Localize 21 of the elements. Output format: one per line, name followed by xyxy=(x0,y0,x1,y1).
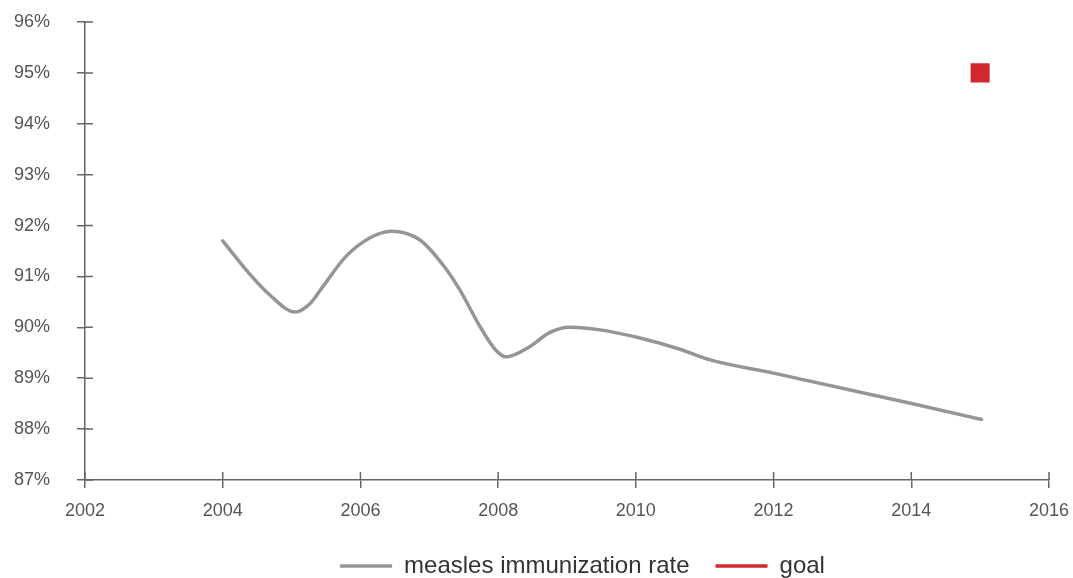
y-tick-label: 92% xyxy=(13,214,50,235)
x-tick-label: 2012 xyxy=(753,499,794,520)
y-tick-label: 87% xyxy=(13,468,50,489)
line-series xyxy=(220,229,984,422)
x-tick-label: 2010 xyxy=(615,499,656,520)
x-tick-label: 2016 xyxy=(1028,499,1070,520)
legend-label: measles immunization rate xyxy=(404,550,690,578)
x-tick-label: 2014 xyxy=(891,499,932,520)
x-tick-label: 2004 xyxy=(202,499,243,520)
y-tick-label: 91% xyxy=(13,265,50,286)
y-tick-label: 95% xyxy=(13,61,50,82)
legend-label: goal xyxy=(779,550,825,578)
y-tick-label: 93% xyxy=(13,163,50,184)
x-tick-label: 2008 xyxy=(478,499,519,520)
y-tick-label: 90% xyxy=(13,316,50,337)
x-tick-label: 2006 xyxy=(340,499,381,520)
y-tick-label: 96% xyxy=(13,10,50,31)
y-tick-label: 94% xyxy=(13,112,50,133)
y-tick-label: 89% xyxy=(13,367,50,388)
y-tick-label: 88% xyxy=(13,418,50,439)
x-tick-label: 2002 xyxy=(64,499,106,520)
